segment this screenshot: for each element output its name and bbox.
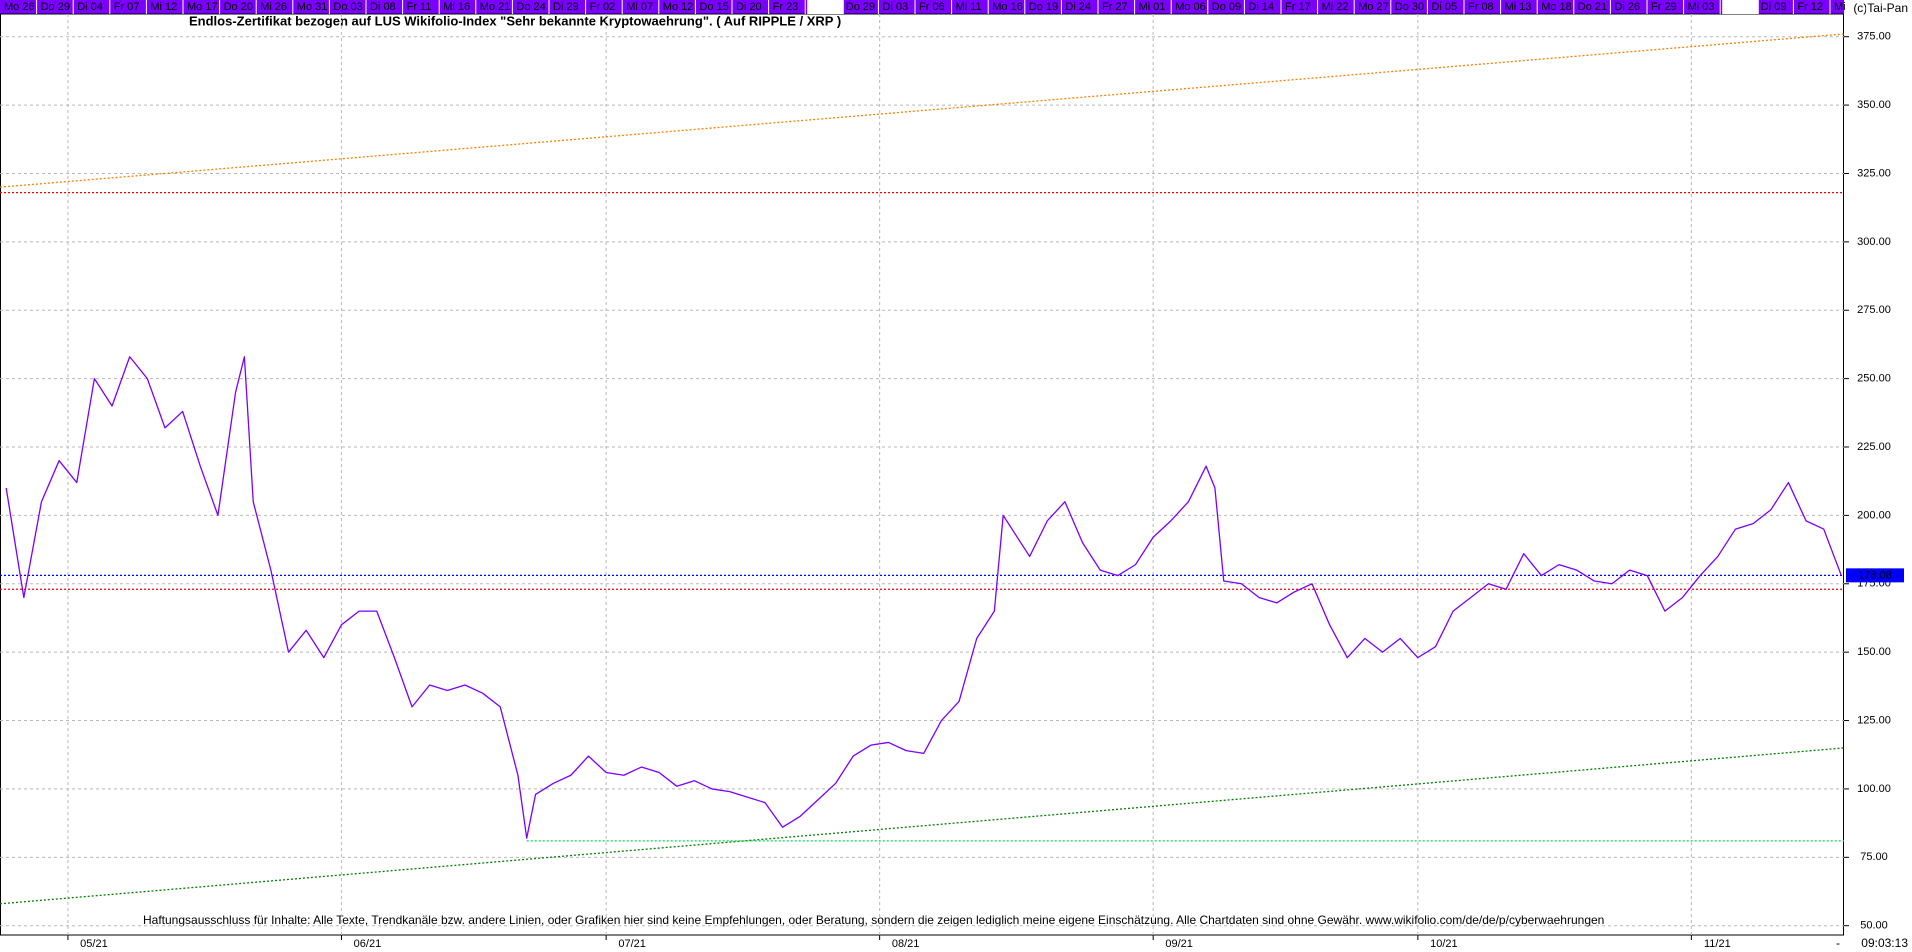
top-date-label: Mi 12 bbox=[150, 1, 177, 13]
date-strip bbox=[0, 0, 1844, 14]
price-label-box bbox=[1846, 568, 1904, 583]
top-date-label: Do 19 bbox=[1029, 1, 1058, 13]
trend-line bbox=[0, 33, 1845, 188]
top-date-label: Mo 17 bbox=[187, 1, 218, 13]
end-marker: - bbox=[1836, 936, 1840, 950]
top-date-label: Fr 11 bbox=[407, 1, 432, 13]
top-date-label: Fr 12 bbox=[1797, 1, 1823, 13]
top-date-label: Do 29 bbox=[846, 1, 875, 13]
top-date-label: Mi bbox=[1834, 1, 1846, 13]
chart-title: Endlos-Zertifikat bezogen auf LUS Wikifo… bbox=[189, 13, 841, 28]
top-date-label: Di 14 bbox=[1248, 1, 1274, 13]
top-date-label: Mo 27 bbox=[1358, 1, 1389, 13]
top-date-label: Mi 16 bbox=[443, 1, 470, 13]
top-date-label: Fr 08 bbox=[1468, 1, 1494, 13]
timestamp: 09:03:13 bbox=[1861, 936, 1908, 950]
top-date-label: Do 29 bbox=[41, 1, 70, 13]
top-date-label: Mo 06 bbox=[1175, 1, 1206, 13]
top-date-label: Mo 16 bbox=[992, 1, 1023, 13]
y-tick-label: 375.00 bbox=[1857, 31, 1891, 43]
top-date-label: Mi 03 bbox=[1688, 1, 1715, 13]
x-tick-label: 07/21 bbox=[618, 938, 646, 950]
top-date-label: Mo 18 bbox=[1541, 1, 1572, 13]
y-tick-label: 150.00 bbox=[1857, 646, 1891, 658]
x-tick-label: 05/21 bbox=[80, 938, 108, 950]
x-tick-label: 10/21 bbox=[1430, 938, 1458, 950]
top-date-label: Fr 23 bbox=[773, 1, 799, 13]
top-date-label: Mo 21 bbox=[480, 1, 511, 13]
y-tick-label: 100.00 bbox=[1857, 783, 1891, 795]
top-date-label: Fr 27 bbox=[1102, 1, 1128, 13]
top-date-label: Mo 31 bbox=[297, 1, 328, 13]
y-tick-label: 275.00 bbox=[1857, 304, 1891, 316]
top-date-label: Mo 26 bbox=[4, 1, 35, 13]
top-date-label: Do 20 bbox=[224, 1, 253, 13]
strip-gap bbox=[1722, 0, 1759, 14]
y-tick-label: 350.00 bbox=[1857, 99, 1891, 111]
trend-line bbox=[0, 747, 1845, 905]
top-date-label: Di 20 bbox=[736, 1, 762, 13]
top-date-label: Fr 02 bbox=[590, 1, 616, 13]
top-date-label: Di 29 bbox=[553, 1, 579, 13]
y-tick-label: 50.00 bbox=[1860, 920, 1888, 932]
top-date-label: Di 05 bbox=[1431, 1, 1457, 13]
strip-gap bbox=[807, 0, 844, 14]
price-label: 178.08 bbox=[1858, 569, 1892, 581]
top-date-label: Do 09 bbox=[1212, 1, 1241, 13]
top-date-label: Fr 06 bbox=[919, 1, 945, 13]
top-date-label: Di 08 bbox=[370, 1, 396, 13]
top-date-label: Mi 11 bbox=[956, 1, 982, 13]
top-date-label: Di 04 bbox=[77, 1, 103, 13]
x-tick-label: 06/21 bbox=[354, 938, 382, 950]
x-tick-label: 11/21 bbox=[1704, 938, 1731, 950]
plot-frame bbox=[0, 13, 1844, 936]
top-date-label: Mi 13 bbox=[1505, 1, 1532, 13]
top-date-label: Mi 07 bbox=[626, 1, 653, 13]
top-date-label: Do 21 bbox=[1578, 1, 1607, 13]
price-line bbox=[5, 356, 1842, 839]
top-date-label: Mi 22 bbox=[1322, 1, 1349, 13]
y-tick-label: 300.00 bbox=[1857, 236, 1891, 248]
x-tick-label: 08/21 bbox=[892, 938, 920, 950]
y-tick-label: 200.00 bbox=[1857, 509, 1891, 521]
top-date-label: Fr 07 bbox=[114, 1, 140, 13]
top-date-label: Di 09 bbox=[1761, 1, 1787, 13]
y-tick-label: 125.00 bbox=[1857, 714, 1891, 726]
top-date-label: Di 24 bbox=[1065, 1, 1091, 13]
disclaimer: Haftungsausschluss für Inhalte: Alle Tex… bbox=[143, 913, 1604, 927]
top-date-label: Mi 01 bbox=[1139, 1, 1166, 13]
top-date-label: Di 03 bbox=[882, 1, 908, 13]
top-date-label: Mo 12 bbox=[663, 1, 694, 13]
top-date-label: Do 30 bbox=[1395, 1, 1424, 13]
y-tick-label: 250.00 bbox=[1857, 373, 1891, 385]
top-date-label: Di 26 bbox=[1614, 1, 1640, 13]
top-date-label: Fr 29 bbox=[1651, 1, 1677, 13]
y-tick-label: 75.00 bbox=[1860, 851, 1888, 863]
x-tick-label: 09/21 bbox=[1165, 938, 1193, 950]
top-date-label: Do 03 bbox=[333, 1, 362, 13]
y-tick-label: 225.00 bbox=[1857, 441, 1891, 453]
top-date-label: Fr 17 bbox=[1285, 1, 1311, 13]
top-date-label: Do 24 bbox=[516, 1, 545, 13]
y-tick-label: 325.00 bbox=[1857, 167, 1891, 179]
top-date-label: Mi 26 bbox=[260, 1, 287, 13]
source: (c)Tai-Pan bbox=[1853, 1, 1908, 15]
top-date-label: Do 15 bbox=[699, 1, 728, 13]
